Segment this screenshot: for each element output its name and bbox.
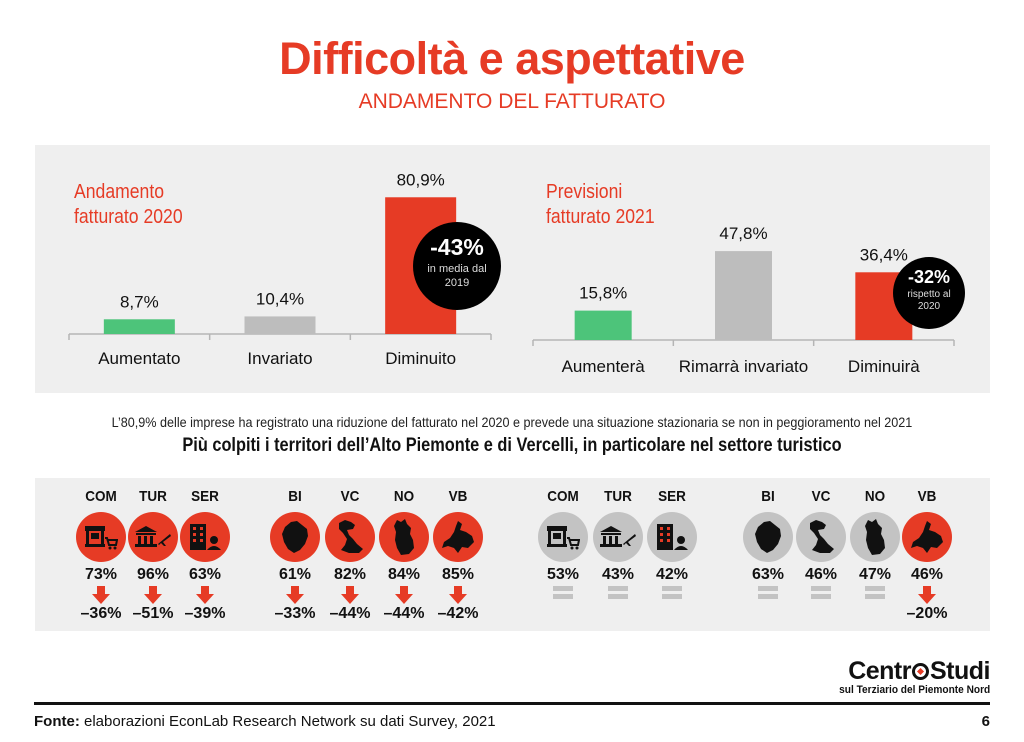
down-arrow-icon [143, 586, 163, 604]
breakdown-pct: 47% [858, 566, 892, 583]
breakdown-pct: 84% [387, 566, 421, 583]
source-note: Fonte: elaborazioni EconLab Research Net… [34, 713, 496, 730]
map-vercelli-icon [796, 512, 846, 562]
breakdown-label: VB [917, 488, 937, 505]
equal-icon [662, 586, 682, 600]
down-arrow-icon [195, 586, 215, 604]
headline: Più colpiti i territori dell’Alto Piemon… [182, 435, 842, 456]
shop-cart-icon [538, 512, 588, 562]
callout-2021: -32% rispetto al 2020 [893, 257, 965, 329]
breakdown-label: TUR [604, 488, 632, 505]
callout-2020-line1: in media dal [427, 263, 487, 275]
breakdown-pct: 63% [188, 566, 222, 583]
breakdown-delta: –20% [906, 605, 948, 622]
footer-divider [34, 702, 990, 705]
breakdown-label: SER [658, 488, 686, 505]
centrostudi-logo: Centr Studi sul Terziario del Piemonte No… [826, 658, 991, 696]
logo-brand-part1: Centr [848, 657, 911, 685]
callout-2020-value: -43% [430, 234, 484, 260]
chart-2020-title: Andamento fatturato 2020 [74, 180, 183, 230]
down-arrow-icon [340, 586, 360, 604]
breakdown-pct: 63% [751, 566, 785, 583]
callout-2020: -43% in media dal 2019 [413, 222, 501, 310]
museum-plane-icon [128, 512, 178, 562]
logo-brand: Centr Studi [826, 658, 990, 684]
equal-icon [811, 586, 831, 600]
source-label: Fonte: [34, 713, 80, 730]
breakdown-label: BI [761, 488, 775, 505]
down-arrow-icon [91, 586, 111, 604]
breakdown-pct: 96% [136, 566, 170, 583]
page-number: 6 [981, 713, 990, 730]
logo-tagline: sul Terziario del Piemonte Nord [838, 684, 990, 696]
breakdown-delta: –39% [184, 605, 226, 622]
breakdown-label: VB [448, 488, 468, 505]
charts-panel [35, 145, 990, 393]
breakdown-label: BI [288, 488, 302, 505]
callout-2021-line1: rispetto al [907, 289, 951, 300]
breakdown-pct: 73% [84, 566, 118, 583]
callout-2021-value: -32% [907, 267, 951, 287]
equal-icon [553, 586, 573, 600]
logo-o-diamond-icon [912, 663, 929, 680]
breakdown-pct: 53% [546, 566, 580, 583]
breakdown-pct: 46% [804, 566, 838, 583]
breakdown-label: NO [393, 488, 415, 505]
breakdown-delta: –42% [437, 605, 479, 622]
breakdown-pct: 43% [601, 566, 635, 583]
breakdown-delta: –44% [329, 605, 371, 622]
breakdown-pct: 42% [655, 566, 689, 583]
chart-2020-title-line2: fatturato 2020 [74, 206, 183, 228]
map-vco-icon [433, 512, 483, 562]
shop-cart-icon [76, 512, 126, 562]
breakdown-label: COM [85, 488, 117, 505]
breakdown-label: TUR [139, 488, 167, 505]
down-arrow-icon [394, 586, 414, 604]
callout-2021-line2: 2020 [917, 301, 941, 312]
breakdown-delta: –51% [132, 605, 174, 622]
chart-2020-title-line1: Andamento [74, 181, 165, 203]
map-vercelli-icon [325, 512, 375, 562]
callout-2020-line2: 2019 [444, 277, 470, 289]
breakdown-label: NO [864, 488, 886, 505]
equal-icon [758, 586, 778, 600]
breakdown-pct: 85% [441, 566, 475, 583]
map-novara-icon [379, 512, 429, 562]
down-arrow-icon [448, 586, 468, 604]
map-vco-icon [902, 512, 952, 562]
chart-2021-title: Previsioni fatturato 2021 [546, 180, 655, 230]
map-biella-icon [270, 512, 320, 562]
down-arrow-icon [917, 586, 937, 604]
breakdown-delta: –36% [80, 605, 122, 622]
chart-2021-title-line1: Previsioni [546, 181, 623, 203]
down-arrow-icon [285, 586, 305, 604]
museum-plane-icon [593, 512, 643, 562]
building-person-icon [647, 512, 697, 562]
chart-2021-title-line2: fatturato 2021 [546, 206, 655, 228]
map-biella-icon [743, 512, 793, 562]
breakdown-label: COM [547, 488, 579, 505]
breakdown-delta: –44% [383, 605, 425, 622]
map-novara-icon [850, 512, 900, 562]
equal-icon [608, 586, 628, 600]
building-person-icon [180, 512, 230, 562]
breakdown-label: VC [811, 488, 831, 505]
breakdown-pct: 61% [278, 566, 312, 583]
breakdown-pct: 82% [333, 566, 367, 583]
summary-note: L’80,9% delle imprese ha registrato una … [111, 414, 913, 430]
page-title: Difficoltà e aspettative [279, 33, 745, 84]
breakdown-delta: –33% [274, 605, 316, 622]
breakdown-label: VC [340, 488, 360, 505]
page-subtitle: ANDAMENTO DEL FATTURATO [358, 90, 666, 113]
breakdown-label: SER [191, 488, 219, 505]
logo-brand-part2: Studi [930, 657, 991, 685]
breakdown-pct: 46% [910, 566, 944, 583]
source-text: elaborazioni EconLab Research Network su… [79, 713, 496, 730]
equal-icon [865, 586, 885, 600]
